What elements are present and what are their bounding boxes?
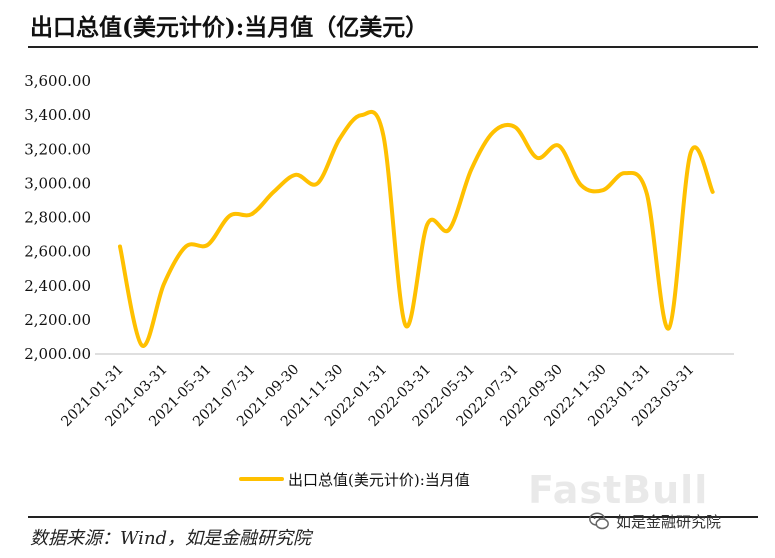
data-point xyxy=(535,156,539,160)
y-tick-label: 3,200.00 xyxy=(24,140,91,158)
brand-name: 如是金融研究院 xyxy=(616,512,722,531)
data-point xyxy=(316,181,320,185)
y-tick-label: 3,600.00 xyxy=(24,72,91,90)
data-point xyxy=(294,173,298,177)
y-tick-label: 2,000.00 xyxy=(24,345,91,363)
y-tick-label: 3,000.00 xyxy=(24,174,91,192)
legend-label: 出口总值(美元计价):当月值 xyxy=(288,471,470,489)
y-tick-label: 3,400.00 xyxy=(24,106,91,124)
data-point xyxy=(250,212,254,216)
data-point xyxy=(645,192,649,196)
data-point xyxy=(557,144,561,148)
data-point xyxy=(206,243,210,247)
data-point xyxy=(228,214,232,218)
footer-divider xyxy=(28,516,758,518)
data-point xyxy=(162,282,166,286)
source-note: 数据来源：Wind，如是金融研究院 xyxy=(30,528,312,549)
data-point xyxy=(118,245,122,249)
y-tick-label: 2,200.00 xyxy=(24,311,91,329)
data-point xyxy=(579,183,583,187)
chart-title: 出口总值(美元计价):当月值（亿美元） xyxy=(30,14,429,41)
watermark: FastBull xyxy=(528,468,709,512)
y-tick-label: 2,600.00 xyxy=(24,243,91,261)
data-point xyxy=(601,188,605,192)
data-point xyxy=(711,190,715,194)
y-tick-label: 2,800.00 xyxy=(24,209,91,227)
data-point xyxy=(425,222,429,226)
data-point xyxy=(338,137,342,141)
brand-badge: 如是金融研究院 xyxy=(588,510,721,532)
data-point xyxy=(689,151,693,155)
x-axis: 2021-01-312021-03-312021-05-312021-07-31… xyxy=(58,353,734,430)
data-point xyxy=(184,245,188,249)
data-point xyxy=(140,343,144,347)
data-point xyxy=(447,227,451,231)
line-chart: 2,000.00 2,200.00 2,400.00 2,600.00 2,800.00… xyxy=(24,72,734,489)
data-point xyxy=(513,125,517,129)
y-axis: 2,000.00 2,200.00 2,400.00 2,600.00 2,800.00… xyxy=(24,72,91,363)
data-point xyxy=(623,171,627,175)
y-tick-label: 2,400.00 xyxy=(24,277,91,295)
legend: 出口总值(美元计价):当月值 xyxy=(239,471,470,489)
data-point xyxy=(491,130,495,134)
data-point xyxy=(469,168,473,172)
title-divider xyxy=(28,46,758,48)
wechat-icon xyxy=(589,512,609,530)
data-point xyxy=(359,113,363,117)
data-point xyxy=(403,323,407,327)
series-line xyxy=(118,110,715,348)
data-point xyxy=(272,190,276,194)
data-point xyxy=(667,326,671,330)
data-point xyxy=(381,134,385,138)
series-layer xyxy=(118,110,715,348)
